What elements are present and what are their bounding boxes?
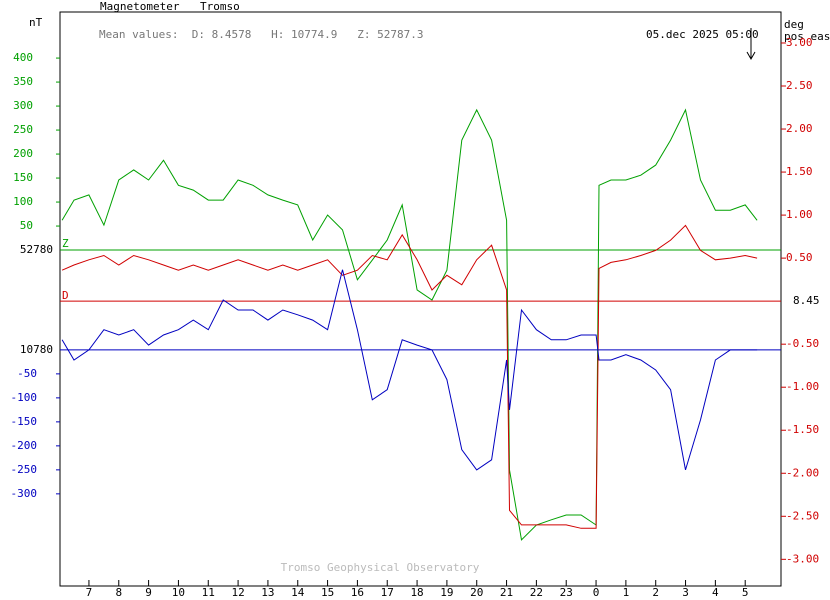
left-unit: nT — [29, 16, 43, 29]
z-tick-label: 250 — [13, 123, 33, 136]
x-tick-label: 11 — [202, 586, 215, 599]
z-tick-label: 150 — [13, 171, 33, 184]
h-tick-label: -300 — [11, 487, 38, 500]
x-tick-label: 15 — [321, 586, 334, 599]
timestamp: 05.dec 2025 05:00 — [646, 28, 759, 41]
right-unit-note: pos east — [784, 30, 830, 43]
y2-tick-label: 1.50 — [786, 165, 813, 178]
x-tick-label: 0 — [593, 586, 600, 599]
x-tick-label: 9 — [145, 586, 152, 599]
station: Tromso — [200, 0, 240, 13]
chart-title: Magnetometer — [100, 0, 180, 13]
h-tick-label: -50 — [17, 367, 37, 380]
x-tick-label: 17 — [381, 586, 394, 599]
d-baseline-label: 8.45 — [793, 294, 820, 307]
x-tick-label: 23 — [560, 586, 573, 599]
x-tick-label: 13 — [261, 586, 274, 599]
y2-tick-label: -3.00 — [786, 552, 819, 565]
series-line — [61, 224, 758, 529]
x-tick-label: 1 — [623, 586, 630, 599]
y2-tick-label: 0.50 — [786, 251, 813, 264]
x-tick-label: 22 — [530, 586, 543, 599]
y2-tick-label: -1.50 — [786, 423, 819, 436]
y2-tick-label: 1.00 — [786, 208, 813, 221]
x-tick-label: 3 — [682, 586, 689, 599]
z-tick-label: 50 — [20, 219, 33, 232]
footer: Tromso Geophysical Observatory — [281, 561, 480, 574]
y2-tick-label: 2.00 — [786, 122, 813, 135]
x-tick-label: 18 — [410, 586, 423, 599]
x-tick-label: 20 — [470, 586, 483, 599]
x-tick-label: 8 — [115, 586, 122, 599]
series-line — [61, 269, 758, 471]
right-unit: deg — [784, 18, 804, 31]
z-tick-label: 200 — [13, 147, 33, 160]
x-tick-label: 4 — [712, 586, 719, 599]
d-label: D — [62, 289, 69, 302]
x-tick-label: 2 — [652, 586, 659, 599]
x-tick-label: 21 — [500, 586, 513, 599]
plot-frame — [59, 11, 782, 587]
z-tick-label: 400 — [13, 51, 33, 64]
h-tick-label: -200 — [11, 439, 38, 452]
x-tick-label: 16 — [351, 586, 364, 599]
series-line — [61, 108, 758, 541]
y2-tick-label: 2.50 — [786, 79, 813, 92]
y2-tick-label: -2.50 — [786, 509, 819, 522]
x-tick-label: 14 — [291, 586, 305, 599]
x-tick-label: 10 — [172, 586, 185, 599]
h-tick-label: -250 — [11, 463, 38, 476]
h-baseline-label: 10780 — [20, 343, 53, 356]
y2-tick-label: -2.00 — [786, 466, 819, 479]
mean-values: Mean values: D: 8.4578 H: 10774.9 Z: 527… — [99, 28, 424, 41]
x-tick-label: 12 — [231, 586, 244, 599]
x-tick-label: 7 — [86, 586, 93, 599]
arrow-head — [746, 51, 756, 61]
y2-tick-label: -0.50 — [786, 337, 819, 350]
h-tick-label: -150 — [11, 415, 38, 428]
z-label: Z — [62, 237, 69, 250]
h-tick-label: -100 — [11, 391, 38, 404]
x-tick-label: 19 — [440, 586, 453, 599]
z-tick-label: 100 — [13, 195, 33, 208]
y2-tick-label: 3.00 — [786, 36, 813, 49]
x-tick-label: 5 — [742, 586, 749, 599]
z-baseline-label: 52780 — [20, 243, 53, 256]
z-tick-label: 350 — [13, 75, 33, 88]
y2-tick-label: -1.00 — [786, 380, 819, 393]
z-tick-label: 300 — [13, 99, 33, 112]
